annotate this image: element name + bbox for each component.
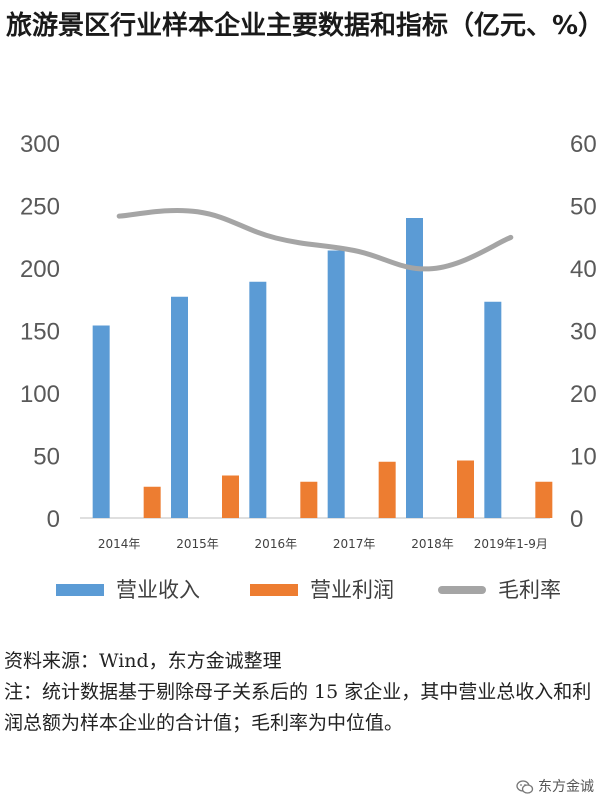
x-tick-label: 2016年 — [255, 537, 298, 551]
bar-profit — [457, 460, 474, 518]
y-left-tick-label: 0 — [47, 506, 60, 533]
bar-profit — [300, 481, 318, 518]
bar-profit — [378, 461, 396, 518]
legend-label-margin: 毛利率 — [498, 578, 561, 602]
y-left-tick-label: 50 — [33, 444, 60, 471]
x-tick-label: 2019年1-9月 — [474, 537, 548, 551]
y-right-tick-label: 30 — [570, 319, 597, 346]
x-tick-label: 2014年 — [98, 537, 141, 551]
watermark: 东方金诚 — [516, 776, 594, 798]
y-left-tick-label: 200 — [20, 256, 60, 283]
chart-title: 旅游景区行业样本企业主要数据和指标（亿元、%） — [6, 11, 605, 41]
y-right-tick-label: 10 — [570, 444, 597, 471]
watermark-text: 东方金诚 — [538, 779, 594, 795]
legend-swatch-revenue — [56, 584, 104, 596]
notes: 资料来源：Wind，东方金诚整理 注：统计数据基于剔除母子关系后的 15 家企业… — [4, 646, 604, 739]
y-right-tick-label: 40 — [570, 256, 597, 283]
bar-profit — [143, 486, 161, 518]
legend-label-profit: 营业利润 — [310, 578, 394, 602]
y-right-tick-label: 60 — [570, 131, 597, 158]
x-tick-label: 2015年 — [176, 537, 219, 551]
legend-swatch-margin — [438, 586, 486, 594]
y-right-tick-label: 50 — [570, 194, 597, 221]
y-right-tick-label: 0 — [570, 506, 583, 533]
bar-revenue — [171, 296, 188, 518]
legend: 营业收入 营业利润 毛利率 — [0, 572, 608, 608]
y-left-tick-label: 100 — [20, 381, 60, 408]
y-left-tick-label: 300 — [20, 131, 60, 158]
bar-profit — [535, 481, 553, 518]
y-right-tick-label: 20 — [570, 381, 597, 408]
bar-profit — [222, 475, 239, 518]
line-gross-margin — [116, 207, 514, 272]
remark-note: 注：统计数据基于剔除母子关系后的 15 家企业，其中营业总收入和利润总额为样本企… — [4, 681, 592, 734]
x-tick-label: 2018年 — [411, 537, 454, 551]
bar-revenue — [249, 281, 267, 518]
source-note: 资料来源：Wind，东方金诚整理 — [4, 650, 282, 672]
y-left-tick-label: 150 — [20, 319, 60, 346]
bar-revenue — [92, 325, 110, 518]
bar-revenue — [484, 301, 502, 518]
wechat-icon — [516, 780, 534, 794]
y-left-tick-label: 250 — [20, 194, 60, 221]
bar-revenue — [406, 218, 423, 518]
legend-label-revenue: 营业收入 — [116, 578, 200, 602]
legend-swatch-profit — [250, 584, 298, 596]
chart-area: 0 50 100 150 200 250 300 0 10 20 30 40 50 60 2014年 2015… — [20, 131, 597, 551]
bar-revenue — [327, 250, 345, 518]
x-tick-label: 2017年 — [333, 537, 376, 551]
